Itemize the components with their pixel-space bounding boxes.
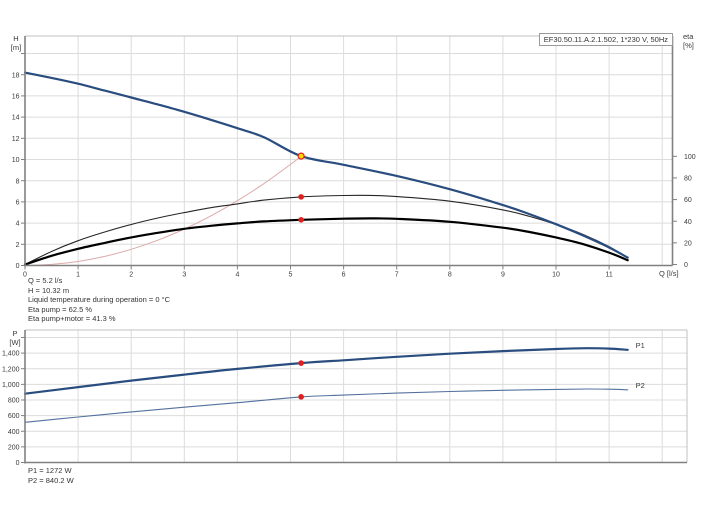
p1-duty-marker: [298, 360, 304, 366]
head-axis-symbol: H: [13, 34, 19, 43]
x-tick-label: 7: [395, 272, 399, 279]
eta-axis-symbol: eta: [683, 32, 694, 41]
y-tick-label: 1,000: [2, 382, 20, 389]
x-tick-label: 4: [235, 272, 239, 279]
y-tick-label: 12: [12, 136, 20, 143]
eta-axis-unit: [%]: [683, 40, 694, 50]
y-tick-label: 16: [12, 94, 20, 101]
annotation-head: H = 10.32 m: [28, 285, 70, 295]
y-tick-label: 6: [16, 200, 20, 207]
curve-eta-pump-motor: [23, 217, 629, 266]
head-axis-unit-label: H [m]: [7, 34, 25, 52]
curve-p1-curve: [23, 347, 629, 395]
power-axis-symbol: P: [12, 329, 18, 338]
head-axis-unit: [m]: [10, 42, 22, 52]
y-tick-label: 4: [16, 221, 20, 228]
curve-system-curve: [24, 155, 302, 266]
power-chart-grid: [25, 330, 687, 463]
eta-pump-motor-marker: [298, 217, 304, 223]
operating-point-annotations: Q = 5.2 l/s H = 10.32 m Liquid temperatu…: [28, 276, 170, 324]
y-tick-label: 1,200: [2, 366, 20, 373]
x-tick-label: 8: [448, 272, 452, 279]
annotation-eta-pump-motor: Eta pump+motor = 41.3 %: [28, 314, 116, 324]
power-chart: P2 P1 0 200 400 600 800 1,000 1,200 1,400: [2, 329, 688, 467]
p2-duty-marker: [298, 394, 304, 400]
x-tick-label: 11: [605, 272, 612, 279]
y-tick-label: 0: [16, 460, 20, 467]
x-tick-label: 1: [76, 272, 80, 279]
eta-tick-label: 60: [684, 197, 692, 204]
x-tick-label: 3: [182, 272, 186, 279]
power-annotations: P1 = 1272 W P2 = 840.2 W: [28, 466, 74, 485]
annotation-p2: P2 = 840.2 W: [28, 475, 74, 485]
annotation-flow: Q = 5.2 l/s: [28, 276, 63, 285]
y-tick-label: 14: [12, 115, 20, 122]
duty-point-marker: [297, 152, 305, 160]
y-tick-label: 600: [8, 413, 20, 420]
y-tick-label: 400: [8, 429, 20, 436]
curve-label-p2-curve: P2: [636, 381, 645, 390]
curve-pump-hq-curve: [23, 71, 629, 259]
x-tick-label: 5: [289, 272, 293, 279]
y-tick-label: 8: [16, 178, 20, 185]
eta-pump-marker: [298, 194, 304, 200]
eta-tick-label: 100: [684, 154, 696, 161]
eta-tick-label: 40: [684, 219, 692, 226]
y-tick-label: 18: [12, 72, 20, 79]
eta-tick-label: 20: [684, 240, 692, 247]
x-tick-label: 6: [342, 272, 346, 279]
curve-p2-curve: [24, 388, 629, 423]
x-tick-label: 9: [501, 272, 505, 279]
eta-tick-label: 80: [684, 176, 692, 183]
power-axis-unit: [W]: [9, 337, 21, 347]
y-tick-label: 10: [12, 157, 20, 164]
x-tick-label: 2: [129, 272, 133, 279]
eta-tick-label: 0: [684, 262, 688, 269]
x-tick-label: 10: [552, 272, 560, 279]
y-tick-label: 1,400: [2, 351, 20, 358]
y-tick-label: 0: [16, 263, 20, 270]
hq-eta-chart-grid: [25, 36, 673, 266]
annotation-p1: P1 = 1272 W: [28, 466, 72, 475]
annotation-liquid-temperature: Liquid temperature during operation = 0 …: [28, 295, 171, 305]
annotation-eta-pump: Eta pump = 62.5 %: [28, 304, 92, 314]
y-tick-label: 200: [8, 444, 20, 451]
curve-label-p1-curve: P1: [636, 341, 645, 350]
pump-model-title: EF30.50.11.A.2.1.502, 1*230 V, 50Hz: [538, 33, 673, 46]
power-axis-unit-label: P [W]: [6, 329, 24, 347]
eta-axis-unit-label: eta [%]: [683, 32, 694, 50]
y-tick-label: 800: [8, 398, 20, 405]
y-tick-label: 2: [16, 242, 20, 249]
flow-axis-unit-label: Q [l/s]: [659, 269, 679, 278]
x-tick-label: 0: [23, 272, 27, 279]
